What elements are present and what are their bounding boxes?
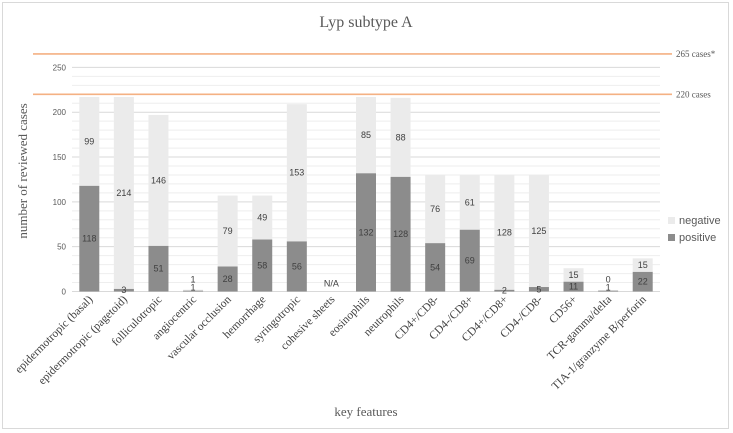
legend: negative positive xyxy=(668,215,721,244)
bar-positive xyxy=(79,185,100,292)
y-axis-title: number of reviewed cases xyxy=(15,103,30,238)
data-label-positive: 54 xyxy=(430,262,440,272)
data-label-positive: 2 xyxy=(502,286,507,296)
data-label-negative: 85 xyxy=(361,130,371,140)
data-label-positive: 11 xyxy=(569,282,578,292)
bar-negative xyxy=(356,96,376,174)
bar-positive xyxy=(356,173,376,292)
bar-negative xyxy=(494,174,515,290)
bar-negative xyxy=(563,268,584,282)
y-tick-label: 200 xyxy=(53,108,67,117)
data-label-negative: 125 xyxy=(531,226,546,236)
data-label-negative: 153 xyxy=(289,168,304,178)
reference-line-label: 265 cases* xyxy=(676,49,716,59)
legend-swatch xyxy=(668,234,675,241)
data-label-negative: 15 xyxy=(638,260,648,270)
bar-positive xyxy=(286,241,307,292)
y-axis-ticks: 0 50 100 150 200 250 xyxy=(53,63,67,296)
data-label-negative: 61 xyxy=(465,197,475,207)
bar-positive xyxy=(528,287,549,292)
data-label-negative: 99 xyxy=(84,136,94,146)
annotation-label: N/A xyxy=(324,279,339,289)
x-axis-categories: epidermotropic (basal)epidermotropic (pa… xyxy=(13,293,649,392)
data-label-positive: 132 xyxy=(358,227,373,237)
data-label-positive: 3 xyxy=(121,285,126,295)
bar-positive xyxy=(217,266,238,292)
data-label-negative: 15 xyxy=(569,270,579,280)
bar-positive xyxy=(390,176,411,292)
data-label-positive: 128 xyxy=(393,229,408,239)
data-label-positive: 69 xyxy=(465,256,475,266)
data-label-positive: 58 xyxy=(257,261,267,271)
bar-positive xyxy=(113,288,134,292)
bars xyxy=(79,96,653,292)
legend-label: positive xyxy=(679,232,716,244)
data-label-positive: 5 xyxy=(536,284,541,294)
data-label-negative: 76 xyxy=(430,204,440,214)
chart-title: Lyp subtype A xyxy=(319,14,413,31)
data-label-negative: 146 xyxy=(151,175,166,185)
bar-negative xyxy=(632,258,653,272)
bar-positive xyxy=(632,271,653,292)
bar-positive xyxy=(425,243,446,292)
data-label-negative: 128 xyxy=(497,227,512,237)
legend-swatch xyxy=(668,217,675,224)
bar-negative xyxy=(286,104,307,242)
data-label-negative: 79 xyxy=(223,226,233,236)
x-category-label: CD56+ xyxy=(547,294,580,327)
bar-negative xyxy=(148,114,169,246)
bar-negative xyxy=(425,174,446,244)
y-tick-label: 250 xyxy=(53,63,67,72)
data-label-positive: 1 xyxy=(191,283,196,293)
data-label-negative: 0 xyxy=(606,275,611,285)
data-label-positive: 28 xyxy=(223,274,233,284)
y-tick-label: 50 xyxy=(57,243,66,252)
bar-negative xyxy=(390,97,411,177)
bar-positive xyxy=(252,239,273,292)
bar-negative xyxy=(528,174,549,288)
bar-positive xyxy=(459,229,480,292)
x-category-label: TCR-gamma/delta xyxy=(545,294,614,363)
data-label-positive: 56 xyxy=(292,261,302,271)
y-tick-label: 0 xyxy=(62,288,67,297)
reference-line-label: 220 cases xyxy=(676,89,711,99)
bar-negative xyxy=(459,174,480,230)
bar-positive xyxy=(183,290,204,292)
bar-positive xyxy=(563,281,584,292)
x-category-label: vascular occlusion xyxy=(165,293,234,362)
data-label-positive: 22 xyxy=(638,277,648,287)
data-label-negative: 88 xyxy=(396,132,406,142)
bar-negative xyxy=(217,195,238,267)
bar-negative xyxy=(113,96,134,289)
y-tick-label: 100 xyxy=(53,198,67,207)
bar-negative xyxy=(183,289,204,291)
data-label-negative: 1 xyxy=(191,275,196,285)
data-label-negative: 214 xyxy=(116,188,131,198)
bar-positive xyxy=(598,290,619,292)
reference-lines: 265 cases* 220 cases xyxy=(33,49,716,99)
data-label-positive: 118 xyxy=(82,234,96,244)
bar-negative xyxy=(79,96,100,186)
x-axis-title: key features xyxy=(334,404,397,419)
bar-negative xyxy=(252,195,273,240)
bar-positive xyxy=(494,289,515,292)
y-tick-label: 150 xyxy=(53,153,67,162)
data-label-positive: 1 xyxy=(606,283,611,293)
data-label-positive: 51 xyxy=(153,264,163,274)
bar-positive xyxy=(148,245,169,292)
legend-label: negative xyxy=(679,215,721,227)
data-label-negative: 49 xyxy=(257,213,267,223)
